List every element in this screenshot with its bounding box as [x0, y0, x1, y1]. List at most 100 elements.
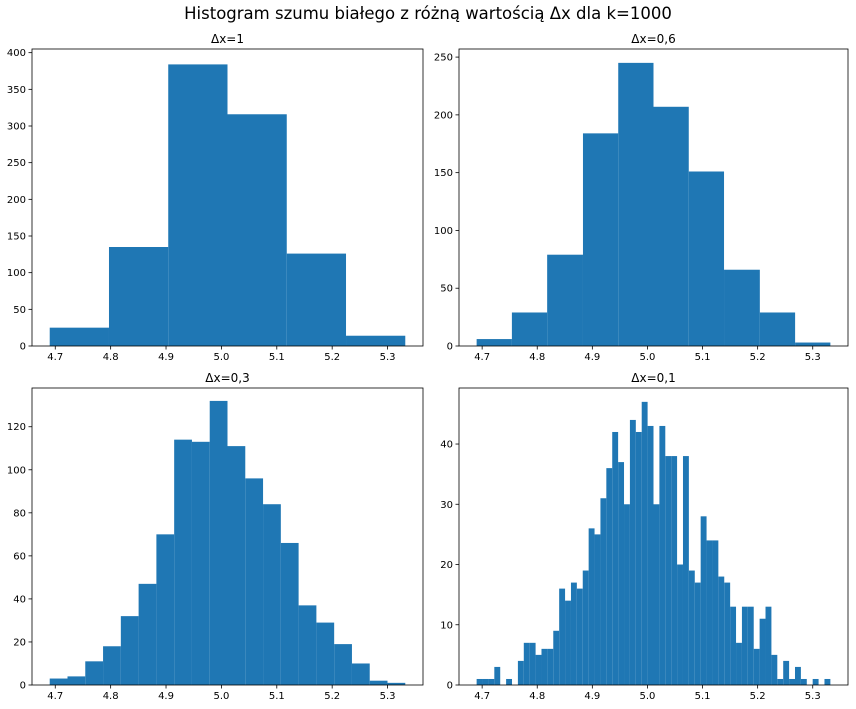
histogram-bar	[741, 606, 748, 685]
histogram-bar	[517, 660, 524, 685]
histogram-bar	[736, 642, 742, 685]
histogram-bar	[794, 666, 801, 685]
histogram-bar	[209, 400, 228, 685]
x-tick-label: 5.0	[213, 352, 229, 363]
histogram-bar	[682, 456, 689, 685]
histogram-bar	[476, 678, 483, 685]
histogram-bar	[547, 254, 583, 346]
histogram-bar	[594, 534, 601, 685]
histogram-bar	[494, 666, 501, 685]
x-tick-label: 5.1	[695, 352, 711, 363]
x-tick-label: 4.8	[103, 352, 119, 363]
x-tick-label: 4.8	[103, 691, 119, 702]
histogram-bar	[783, 660, 790, 685]
histogram-bar	[523, 642, 530, 685]
histogram-bar	[588, 528, 595, 685]
y-tick-label: 40	[440, 440, 453, 451]
histogram-bar	[671, 456, 678, 685]
histogram-bar	[529, 642, 536, 685]
histogram-bar	[688, 171, 725, 346]
x-tick-label: 5.2	[750, 352, 766, 363]
histogram-bar	[624, 504, 630, 685]
x-tick-label: 5.2	[324, 691, 340, 702]
x-tick-label: 5.2	[750, 691, 766, 702]
histogram-bar	[286, 253, 347, 346]
y-tick-label: 0	[447, 681, 453, 692]
histogram-bar	[570, 582, 577, 685]
histogram-bar	[700, 516, 707, 685]
y-tick-label: 150	[7, 232, 26, 243]
histogram-bar	[482, 678, 489, 685]
histogram-bar	[777, 678, 784, 685]
histogram-bar	[724, 582, 731, 685]
x-tick-label: 5.0	[639, 352, 655, 363]
y-tick-label: 350	[7, 85, 26, 96]
y-tick-label: 250	[7, 158, 26, 169]
y-tick-label: 0	[20, 342, 26, 353]
histogram-bar	[85, 661, 104, 685]
subplot-title: Δx=1	[211, 32, 244, 46]
figure-title: Histogram szumu białego z różną wartości…	[184, 4, 672, 23]
histogram-bar	[547, 648, 554, 685]
histogram-bar	[280, 542, 299, 685]
histogram-bar	[476, 339, 512, 346]
x-tick-label: 4.9	[158, 691, 174, 702]
subplot-2: Δx=0,6 4.7 4.8 4.9 5.0 5.1 5.2 5.3 0 50 100 150 200 2…	[434, 32, 849, 363]
y-tick-label: 200	[7, 195, 26, 206]
x-tick-label: 5.0	[639, 691, 655, 702]
histogram-bar	[712, 540, 719, 685]
histogram-bar	[168, 64, 228, 347]
histogram-bar	[724, 269, 760, 346]
histogram-bar	[535, 654, 542, 685]
subplot-3: Δx=0,3 4.7 4.8 4.9 5.0 5.1 5.2 5.3 0 20 40 60 80 100 1…	[7, 371, 424, 702]
histogram-bar	[688, 570, 695, 685]
y-tick-label: 50	[13, 305, 26, 316]
histogram-bar	[747, 606, 754, 685]
axes-frame	[31, 387, 424, 686]
histogram-bar	[263, 504, 281, 685]
histogram-bar	[824, 678, 831, 685]
x-tick-label: 4.8	[529, 352, 545, 363]
y-tick-label: 20	[13, 637, 26, 648]
x-tick-label: 4.7	[474, 352, 490, 363]
histogram-bar	[771, 654, 778, 685]
x-tick-label: 4.7	[47, 352, 63, 363]
histogram-bar	[576, 588, 583, 685]
histogram-bar	[49, 678, 68, 685]
x-tick-label: 4.8	[529, 691, 545, 702]
histogram-bar	[659, 425, 666, 685]
x-tick-label: 4.9	[158, 352, 174, 363]
histogram-bar	[227, 446, 246, 685]
histogram-bar	[511, 312, 548, 346]
histogram-bar	[582, 570, 589, 685]
x-tick-label: 4.9	[584, 352, 600, 363]
subplot-1: Δx=1 4.7 4.8 4.9 5.0 5.1 5.2 5.3 0 50 100 150 200 250…	[7, 32, 424, 363]
histogram-bar	[600, 498, 607, 685]
axes-frame	[458, 387, 849, 686]
subplot-title: Δx=0,3	[205, 371, 249, 385]
histogram-bar	[334, 644, 352, 685]
histogram-bar	[227, 114, 287, 347]
subplot-title: Δx=0,6	[631, 32, 675, 46]
histogram-bar	[665, 456, 672, 685]
subplot-title: Δx=0,1	[631, 371, 675, 385]
x-tick-label: 5.0	[213, 691, 229, 702]
histogram-bar	[108, 247, 169, 346]
histogram-bar	[138, 583, 157, 685]
histogram-bar	[629, 419, 636, 685]
histogram-bar	[641, 401, 648, 685]
histogram-bar	[156, 534, 175, 685]
x-tick-label: 5.3	[380, 691, 396, 702]
histogram-bar	[103, 646, 121, 685]
x-tick-label: 4.9	[584, 691, 600, 702]
histogram-bar	[565, 600, 571, 685]
histogram-bar	[800, 678, 807, 685]
histogram-bar	[553, 630, 560, 685]
y-tick-label: 100	[7, 465, 26, 476]
y-tick-label: 400	[7, 48, 26, 59]
y-tick-label: 60	[13, 551, 26, 562]
histogram-bar	[618, 62, 654, 346]
histogram-bar	[387, 682, 406, 685]
histogram-bar	[753, 648, 760, 685]
